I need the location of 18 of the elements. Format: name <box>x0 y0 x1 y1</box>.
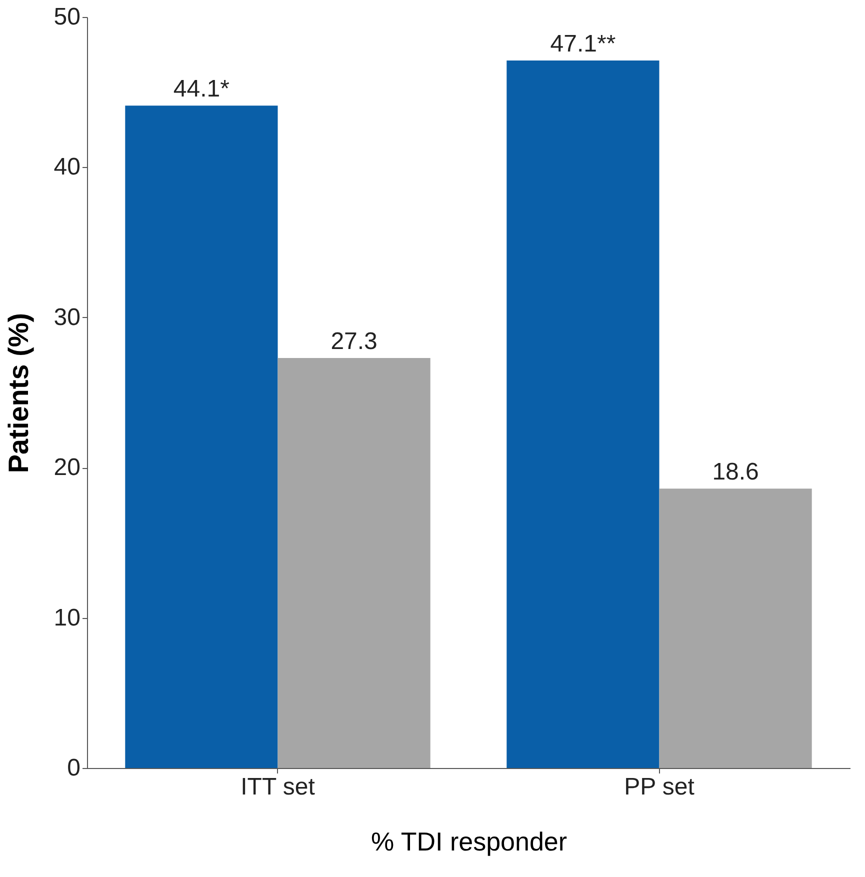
y-tick-label: 0 <box>67 754 80 782</box>
y-tick-label: 20 <box>54 454 80 482</box>
x-axis-title: % TDI responder <box>370 826 568 856</box>
data-label: 27.3 <box>330 328 378 355</box>
y-tick-label: 30 <box>54 304 80 331</box>
bar <box>659 488 812 768</box>
data-label: 18.6 <box>712 458 759 486</box>
x-tick-label: PP set <box>624 774 695 800</box>
y-axis-title: Patients (%) <box>2 312 34 474</box>
bar <box>125 106 278 768</box>
bar <box>278 358 430 768</box>
y-tick-label: 50 <box>54 4 80 30</box>
bar <box>506 60 660 768</box>
y-tick-label: 10 <box>54 604 80 632</box>
x-tick-label: ITT set <box>240 774 316 800</box>
y-tick-label: 40 <box>54 154 80 181</box>
data-label: 44.1* <box>173 76 230 103</box>
data-label: 47.1** <box>550 30 616 58</box>
